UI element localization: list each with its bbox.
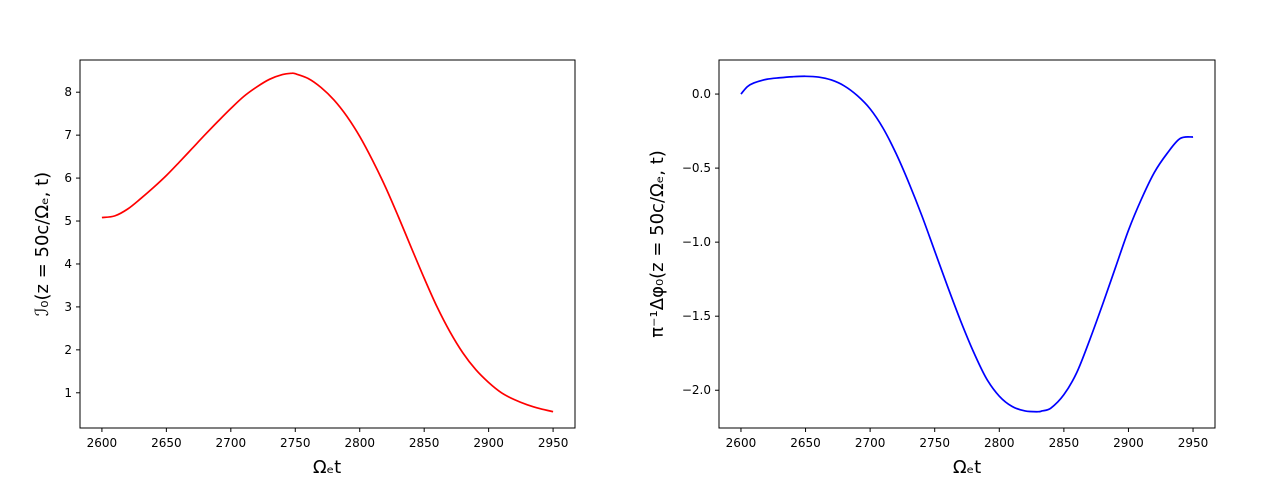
right-x-tick-label: 2700 bbox=[855, 436, 886, 450]
right-x-tick-label: 2600 bbox=[726, 436, 757, 450]
right-x-tick-label: 2900 bbox=[1113, 436, 1144, 450]
right-y-axis-label: π⁻¹Δφ₀(z = 50c/Ωₑ, t) bbox=[647, 150, 668, 338]
right-x-tick-label: 2750 bbox=[919, 436, 950, 450]
right-axes-frame bbox=[718, 59, 1216, 429]
left-x-tick-label: 2950 bbox=[538, 436, 569, 450]
left-y-tick-label: 1 bbox=[64, 386, 72, 400]
left-series bbox=[101, 72, 554, 413]
left-y-tick-label: 6 bbox=[64, 171, 72, 185]
right-y-tick-label: −1.0 bbox=[682, 235, 711, 249]
right-x-tick-label: 2800 bbox=[984, 436, 1015, 450]
right-y-tick-label: −2.0 bbox=[682, 383, 711, 397]
right-series-line bbox=[740, 75, 1194, 413]
right-x-tick-label: 2650 bbox=[790, 436, 821, 450]
left-x-tick-label: 2600 bbox=[87, 436, 118, 450]
left-x-tick-label: 2650 bbox=[151, 436, 182, 450]
left-x-tick-label: 2800 bbox=[344, 436, 375, 450]
left-y-tick-label: 3 bbox=[64, 300, 72, 314]
right-y-tick-label: 0.0 bbox=[692, 87, 711, 101]
right-y-tick-label: −1.5 bbox=[682, 309, 711, 323]
left-x-tick-label: 2900 bbox=[473, 436, 504, 450]
left-x-axis-label: Ωₑt bbox=[313, 457, 341, 478]
right-y-tick-label: −0.5 bbox=[682, 161, 711, 175]
right-x-tick-label: 2850 bbox=[1049, 436, 1080, 450]
right-plot: 2600 2650 2700 2750 2800 2850 2900 2950 0.0 −0.5 −… bbox=[647, 59, 1216, 478]
left-y-axis-label: ℐ₀(z = 50c/Ωₑ, t) bbox=[32, 172, 53, 316]
left-axes-frame bbox=[79, 59, 576, 429]
left-ticks: 2600 2650 2700 2750 2800 2850 2900 2950 1 2 3 4 5 6 7 8 bbox=[64, 85, 568, 450]
right-x-tick-label: 2950 bbox=[1178, 436, 1209, 450]
right-x-axis-label: Ωₑt bbox=[953, 457, 981, 478]
left-x-tick-label: 2700 bbox=[216, 436, 247, 450]
right-series bbox=[740, 75, 1194, 413]
left-plot: 2600 2650 2700 2750 2800 2850 2900 2950 1 2 3 4 5 6 7 8… bbox=[32, 59, 576, 478]
left-y-tick-label: 4 bbox=[64, 257, 72, 271]
right-ticks: 2600 2650 2700 2750 2800 2850 2900 2950 0.0 −0.5 −… bbox=[682, 87, 1208, 450]
left-x-tick-label: 2850 bbox=[409, 436, 440, 450]
left-y-tick-label: 7 bbox=[64, 128, 72, 142]
left-x-tick-label: 2750 bbox=[280, 436, 311, 450]
left-y-tick-label: 2 bbox=[64, 343, 72, 357]
left-series-line bbox=[101, 72, 554, 413]
left-y-tick-label: 5 bbox=[64, 214, 72, 228]
left-y-tick-label: 8 bbox=[64, 85, 72, 99]
